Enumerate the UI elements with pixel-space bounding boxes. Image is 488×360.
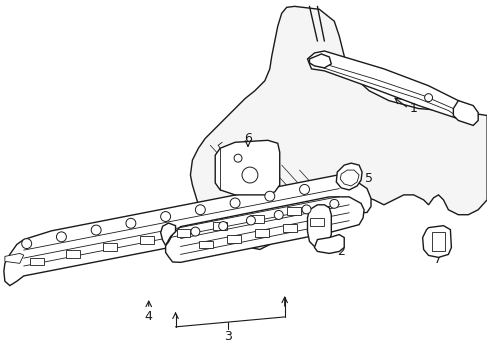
Circle shape xyxy=(91,225,101,235)
Circle shape xyxy=(195,205,205,215)
Polygon shape xyxy=(309,54,331,68)
Bar xyxy=(66,251,80,258)
Circle shape xyxy=(246,216,255,225)
Circle shape xyxy=(242,167,257,183)
Polygon shape xyxy=(314,235,344,253)
Bar xyxy=(30,257,43,265)
Bar xyxy=(176,229,190,237)
Circle shape xyxy=(126,218,136,228)
Text: 6: 6 xyxy=(244,132,251,145)
Bar xyxy=(103,243,117,251)
Circle shape xyxy=(264,191,274,201)
Polygon shape xyxy=(4,175,370,285)
Polygon shape xyxy=(165,197,364,262)
Polygon shape xyxy=(185,6,486,257)
Circle shape xyxy=(299,184,309,194)
Bar xyxy=(282,224,296,232)
Circle shape xyxy=(302,205,310,214)
Polygon shape xyxy=(307,51,477,121)
Circle shape xyxy=(218,221,227,230)
Text: 3: 3 xyxy=(224,330,232,343)
Bar xyxy=(249,215,264,222)
Bar xyxy=(226,235,241,243)
Bar xyxy=(199,240,213,248)
Polygon shape xyxy=(5,253,24,264)
Circle shape xyxy=(21,239,32,248)
Polygon shape xyxy=(422,226,450,257)
Bar xyxy=(140,236,153,244)
Circle shape xyxy=(56,232,66,242)
Polygon shape xyxy=(307,205,331,247)
Polygon shape xyxy=(161,223,175,246)
Text: 4: 4 xyxy=(144,310,152,323)
Text: 5: 5 xyxy=(364,171,372,185)
Bar xyxy=(286,207,300,215)
Circle shape xyxy=(234,154,242,162)
Circle shape xyxy=(424,94,432,102)
Text: 1: 1 xyxy=(409,102,417,115)
Circle shape xyxy=(190,227,200,236)
Polygon shape xyxy=(336,163,361,190)
Circle shape xyxy=(329,199,338,208)
Polygon shape xyxy=(215,140,279,195)
Bar xyxy=(213,222,226,230)
Bar xyxy=(254,229,268,237)
Polygon shape xyxy=(431,231,445,251)
Circle shape xyxy=(161,212,170,221)
Circle shape xyxy=(230,198,240,208)
Text: 7: 7 xyxy=(434,253,442,266)
Text: 2: 2 xyxy=(337,245,345,258)
Circle shape xyxy=(274,211,283,219)
Polygon shape xyxy=(452,100,477,125)
Bar xyxy=(310,218,324,226)
Polygon shape xyxy=(340,170,358,186)
